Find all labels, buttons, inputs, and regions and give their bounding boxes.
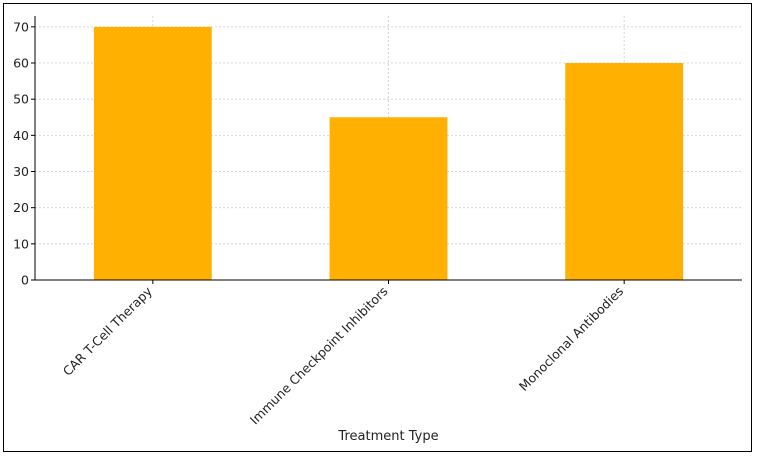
x-tick-label: Monoclonal Antibodies: [516, 284, 626, 394]
x-tick-label: Immune Checkpoint Inhibitors: [247, 284, 391, 428]
y-tick-label: 10: [13, 236, 29, 251]
x-tick-label: CAR T-Cell Therapy: [60, 283, 156, 379]
y-ticks: 0 10 20 30 40 50 60 70: [13, 19, 35, 288]
y-tick-label: 0: [21, 273, 29, 288]
y-tick-label: 30: [13, 164, 29, 179]
y-tick-label: 50: [13, 92, 29, 107]
y-tick-label: 40: [13, 128, 29, 143]
bar: [329, 117, 448, 280]
x-ticks: CAR T-Cell Therapy Immune Checkpoint Inhi…: [60, 280, 626, 428]
y-tick-label: 70: [13, 19, 29, 34]
y-tick-label: 20: [13, 200, 29, 215]
bars: [93, 26, 684, 280]
y-tick-label: 60: [13, 56, 29, 71]
bar: [93, 26, 212, 280]
bar: [565, 63, 684, 280]
x-axis-title: Treatment Type: [337, 429, 438, 444]
